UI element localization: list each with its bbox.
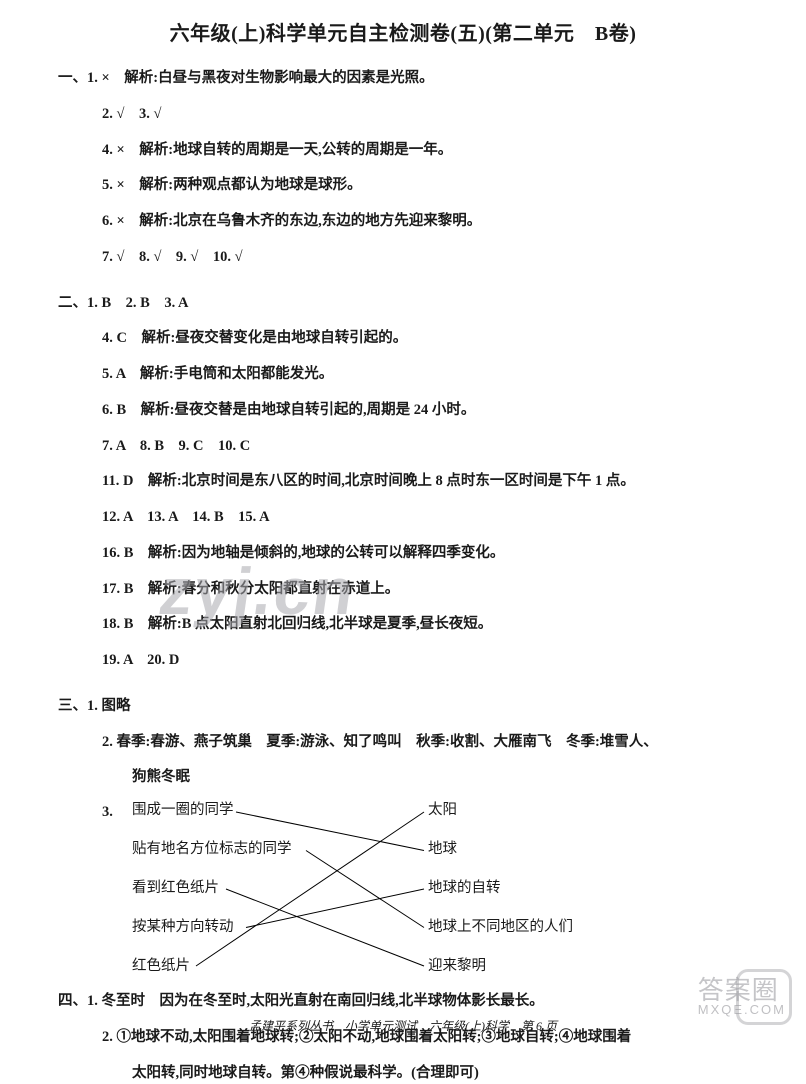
sec2-prefix: 二、 (58, 293, 87, 315)
sec1-q7-10: 7. √ 8. √ 9. √ 10. √ (58, 247, 748, 269)
sec1-q1: 一、1. × 解析:白昼与黑夜对生物影响最大的因素是光照。 (58, 68, 748, 90)
sec2-q5: 5. A 解析:手电筒和太阳都能发光。 (58, 364, 748, 386)
sec2-q12-15: 12. A 13. A 14. B 15. A (58, 507, 748, 529)
sec2-q16: 16. B 解析:因为地轴是倾斜的,地球的公转可以解释四季变化。 (58, 543, 748, 565)
sec2-q11: 11. D 解析:北京时间是东八区的时间,北京时间晚上 8 点时东一区时间是下午… (58, 471, 748, 493)
sec2-q19-20: 19. A 20. D (58, 650, 748, 672)
sec2-q1-3-text: 1. B 2. B 3. A (87, 295, 189, 311)
sec3-prefix: 三、 (58, 696, 87, 718)
sec3-q2b: 狗熊冬眠 (58, 767, 748, 789)
sec1-q2-3: 2. √ 3. √ (58, 104, 748, 126)
sec4-q1: 四、1. 冬至时 因为在冬至时,太阳光直射在南回归线,北半球物体影长最长。 (58, 991, 748, 1013)
sec4-prefix: 四、 (58, 991, 87, 1013)
sec2-q4: 4. C 解析:昼夜交替变化是由地球自转引起的。 (58, 328, 748, 350)
matching-diagram: 3. 围成一圈的同学 贴有地名方位标志的同学 看到红色纸片 按某种方向转动 红色… (58, 803, 748, 975)
sec1-q4: 4. × 解析:地球自转的周期是一天,公转的周期是一年。 (58, 140, 748, 162)
page-title: 六年级(上)科学单元自主检测卷(五)(第二单元 B卷) (58, 24, 748, 44)
sec2-q18: 18. B 解析:B 点太阳直射北回归线,北半球是夏季,昼长夜短。 (58, 614, 748, 636)
sec3-q1: 三、1. 图略 (58, 696, 748, 718)
sec3-q1-text: 1. 图略 (87, 698, 131, 714)
sec1-prefix: 一、 (58, 68, 87, 90)
sec2-q7-10: 7. A 8. B 9. C 10. C (58, 436, 748, 458)
match-lines-svg (58, 803, 758, 975)
sec2-q6: 6. B 解析:昼夜交替是由地球自转引起的,周期是 24 小时。 (58, 400, 748, 422)
sec1-q5: 5. × 解析:两种观点都认为地球是球形。 (58, 175, 748, 197)
sec1-q1-text: 1. × 解析:白昼与黑夜对生物影响最大的因素是光照。 (87, 70, 434, 86)
sec2-q17: 17. B 解析:春分和秋分太阳都直射在赤道上。 (58, 579, 748, 601)
sec2-q1-3: 二、1. B 2. B 3. A (58, 293, 748, 315)
page-footer: 孟建平系列丛书 小学单元测试 六年级(上)科学 第 6 页 (0, 1020, 806, 1032)
sec4-q2b: 太阳转,同时地球自转。第④种假说最科学。(合理即可) (58, 1063, 748, 1084)
sec3-q2a: 2. 春季:春游、燕子筑巢 夏季:游泳、知了鸣叫 秋季:收割、大雁南飞 冬季:堆… (58, 732, 748, 754)
sec4-q1-text: 1. 冬至时 因为在冬至时,太阳光直射在南回归线,北半球物体影长最长。 (87, 993, 544, 1009)
sec1-q6: 6. × 解析:北京在乌鲁木齐的东边,东边的地方先迎来黎明。 (58, 211, 748, 233)
